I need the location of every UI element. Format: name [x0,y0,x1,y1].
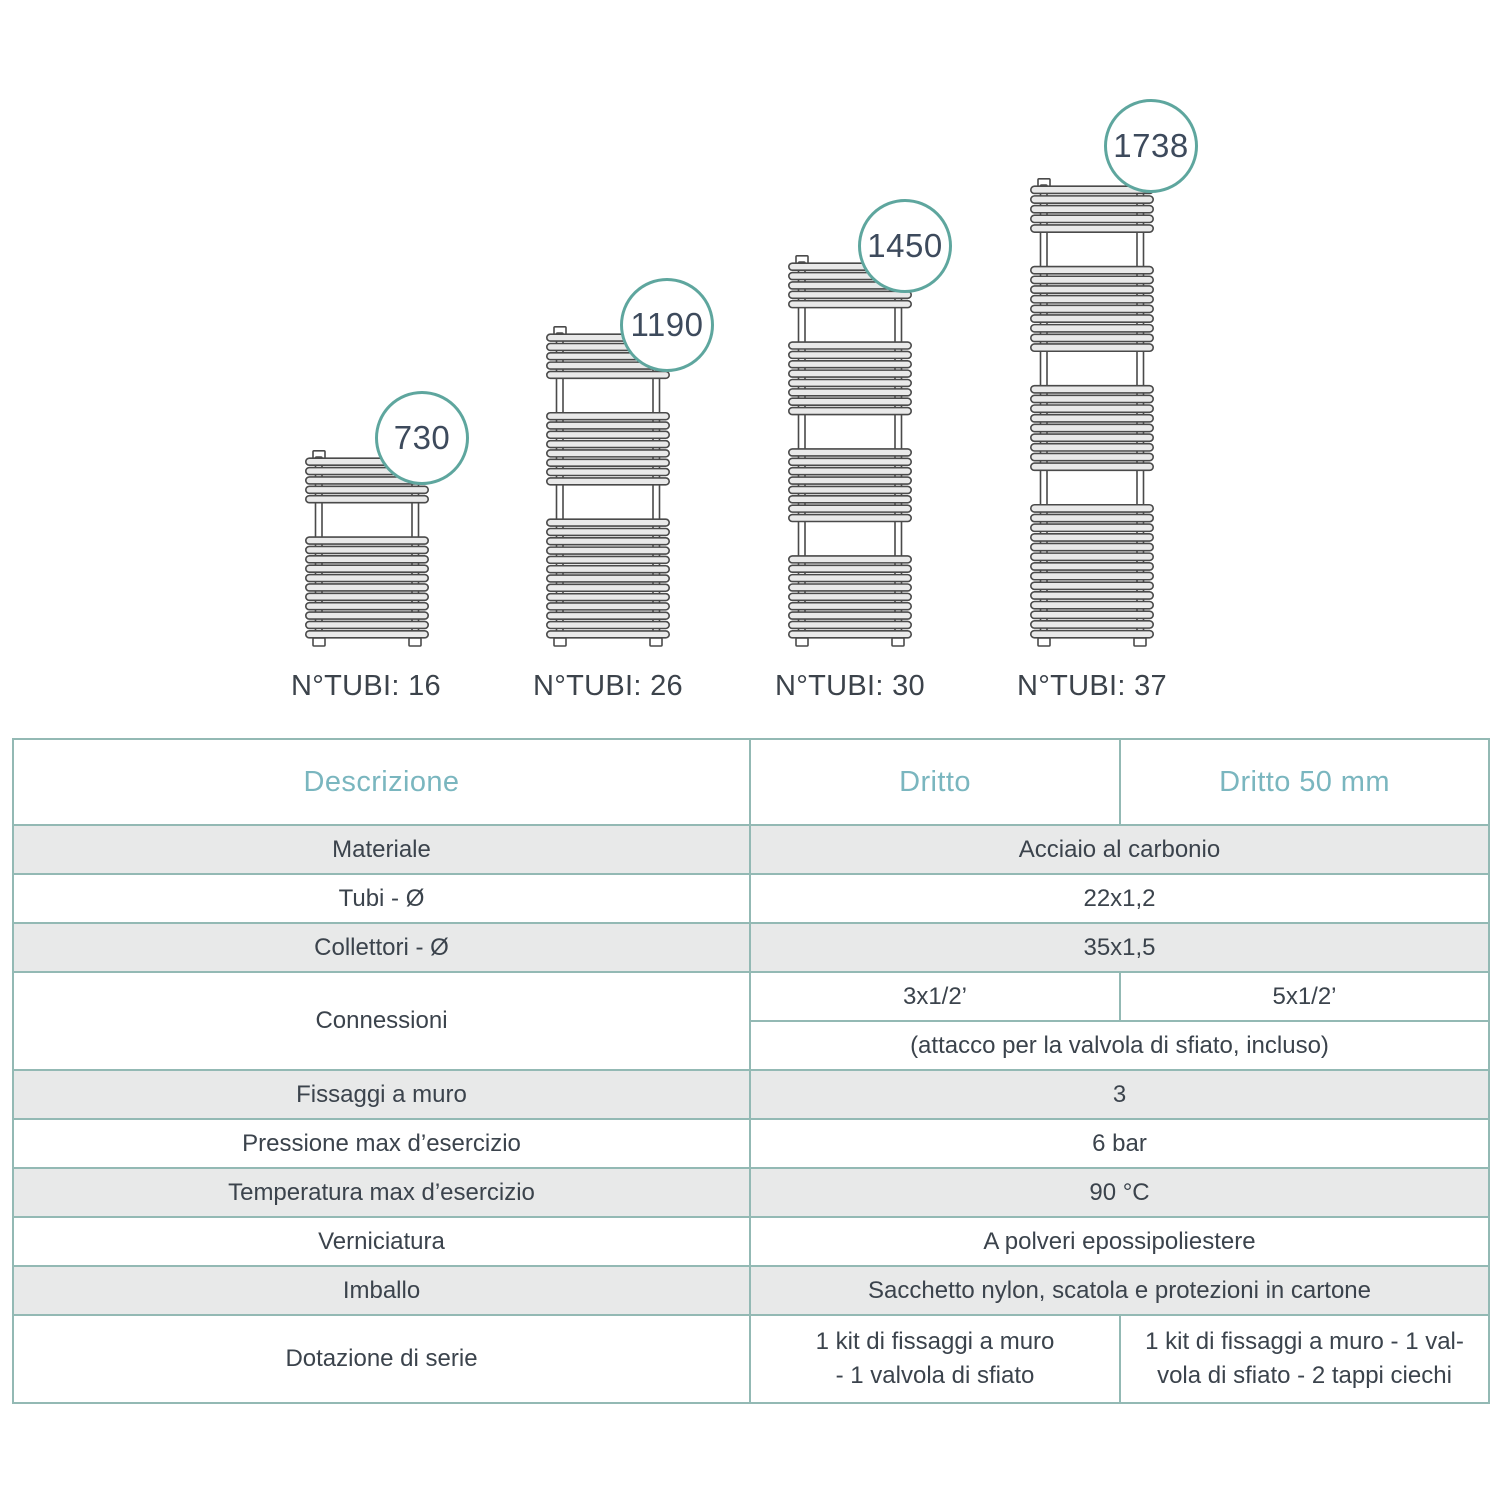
height-value: 1450 [867,227,943,264]
row-value: A polveri epossipoliestere [749,1216,1490,1267]
row-label: Temperatura max d’esercizio [12,1167,751,1218]
row-label: Connessioni [12,971,751,1071]
table-header-row: Descrizione Dritto Dritto 50 mm [12,738,1490,826]
height-value: 730 [393,419,451,456]
height-badge-730: 730 [375,391,469,485]
row-pressione: Pressione max d’esercizio 6 bar [12,1118,1490,1169]
row-label: Tubi - Ø [12,873,751,924]
row-temperatura: Temperatura max d’esercizio 90 °C [12,1167,1490,1218]
header-descrizione: Descrizione [12,738,751,826]
row-materiale: Materiale Acciaio al carbonio [12,824,1490,875]
row-label: Pressione max d’esercizio [12,1118,751,1169]
tubi-count-label-1: N°TUBI: 16 [291,670,441,702]
row-value: 22x1,2 [749,873,1490,924]
row-value: 90 °C [749,1167,1490,1218]
row-tubi-diametro: Tubi - Ø 22x1,2 [12,873,1490,924]
row-dotazione: Dotazione di serie 1 kit di fissaggi a m… [12,1314,1490,1404]
row-value: Sacchetto nylon, scatola e protezioni in… [749,1265,1490,1316]
row-label: Imballo [12,1265,751,1316]
row-value: 6 bar [749,1118,1490,1169]
row-connessioni: Connessioni 3x1/2’ 5x1/2’ [12,971,1490,1071]
row-label: Dotazione di serie [12,1314,751,1404]
height-value: 1190 [630,306,704,343]
row-collettori-diametro: Collettori - Ø 35x1,5 [12,922,1490,973]
row-fissaggi: Fissaggi a muro 3 [12,1069,1490,1120]
height-badge-1450: 1450 [858,199,952,293]
tubi-count-label-2: N°TUBI: 26 [533,670,683,702]
row-value: 35x1,5 [749,922,1490,973]
radiator-drawing-1738 [1030,178,1155,652]
row-label: Verniciatura [12,1216,751,1267]
dotazione-dritto-line1: 1 kit di fissaggi a muro [815,1328,1055,1355]
header-dritto: Dritto [749,738,1121,826]
dotazione-dritto-value: 1 kit di fissaggi a muro - 1 valvola di … [749,1314,1121,1404]
row-value: 3 [749,1069,1490,1120]
height-badge-1738: 1738 [1104,99,1198,193]
dotazione-dritto50-line2: vola di sfiato - 2 tappi ciechi [1157,1362,1452,1389]
header-dritto-50mm: Dritto 50 mm [1119,738,1490,826]
height-value: 1738 [1113,127,1189,164]
dotazione-dritto50-value: 1 kit di fissaggi a muro - 1 val- vola d… [1119,1314,1490,1404]
spec-table: Descrizione Dritto Dritto 50 mm Material… [12,738,1490,1404]
connessioni-dritto50-value: 5x1/2’ [1119,971,1490,1022]
radiator-drawing-1190 [546,326,671,652]
tubi-count-label-3: N°TUBI: 30 [775,670,925,702]
dotazione-dritto50-line1: 1 kit di fissaggi a muro - 1 val- [1145,1328,1464,1355]
row-connessioni-note: (attacco per la valvola di sfiato, inclu… [13,1020,1490,1071]
tubi-count-label-4: N°TUBI: 37 [1017,670,1167,702]
row-verniciatura: Verniciatura A polveri epossipoliestere [12,1216,1490,1267]
connessioni-dritto-value: 3x1/2’ [749,971,1121,1022]
row-value: Acciaio al carbonio [749,824,1490,875]
row-imballo: Imballo Sacchetto nylon, scatola e prote… [12,1265,1490,1316]
row-label: Materiale [12,824,751,875]
row-label: Fissaggi a muro [12,1069,751,1120]
dotazione-dritto-line2: - 1 valvola di sfiato [835,1362,1035,1389]
height-badge-1190: 1190 [620,278,714,372]
connessioni-note: (attacco per la valvola di sfiato, inclu… [749,1020,1490,1071]
radiator-drawing-1450 [788,255,913,652]
row-label: Collettori - Ø [12,922,751,973]
